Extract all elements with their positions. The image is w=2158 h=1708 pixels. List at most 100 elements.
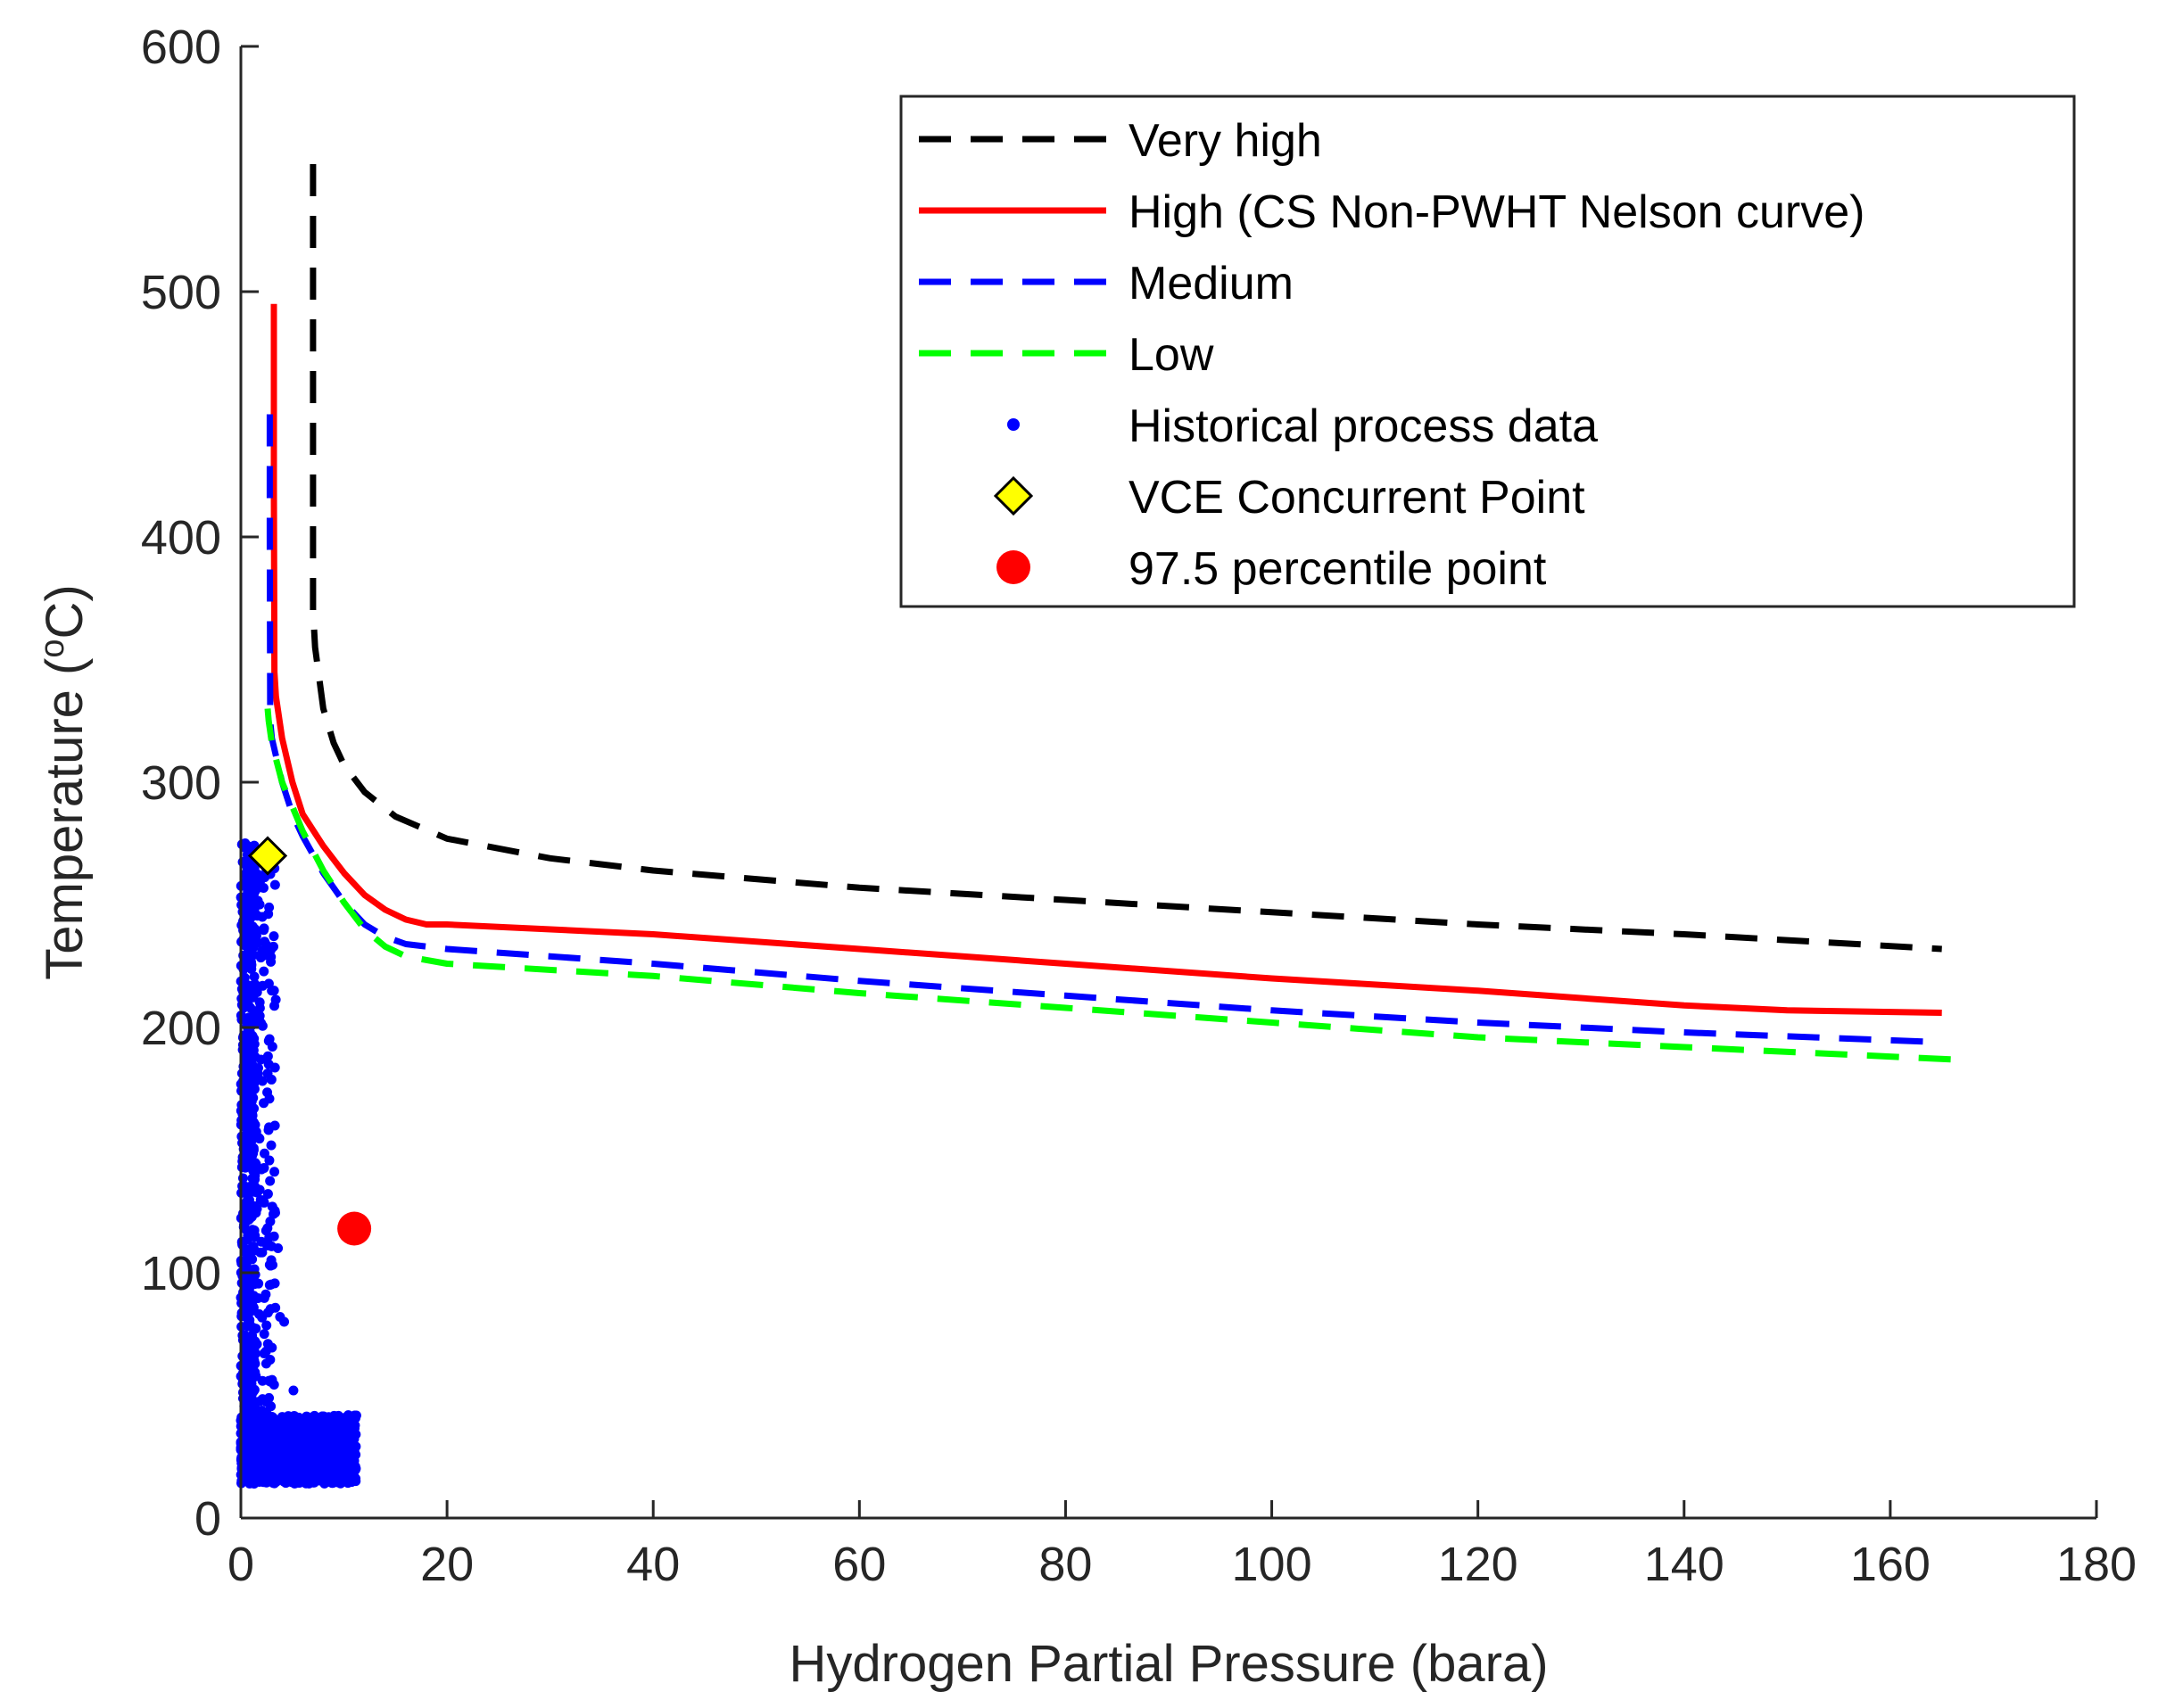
historical-data-point [288, 1385, 299, 1396]
historical-data-point [296, 1435, 307, 1446]
historical-data-point [237, 1450, 248, 1461]
historical-data-point [247, 1151, 258, 1161]
historical-data-point [260, 1440, 271, 1450]
historical-data-point [282, 1468, 293, 1479]
historical-data-point [258, 882, 269, 893]
historical-data-point [250, 1401, 260, 1412]
historical-data-point [250, 1371, 260, 1382]
historical-data-point [237, 1423, 248, 1434]
historical-data-point [250, 1340, 260, 1350]
historical-data-point [241, 1245, 252, 1256]
historical-data-point [241, 1257, 252, 1267]
historical-data-point [253, 1133, 264, 1143]
x-tick-label: 120 [1438, 1538, 1518, 1591]
historical-data-point [336, 1413, 347, 1423]
legend-marker-percentile [996, 550, 1030, 584]
historical-data-point [259, 1148, 269, 1159]
historical-data-point [262, 1189, 273, 1200]
historical-data-point [254, 1003, 265, 1013]
legend-label-percentile: 97.5 percentile point [1129, 543, 1547, 595]
legend-label-low: Low [1129, 329, 1214, 381]
historical-data-point [246, 1437, 257, 1448]
historical-data-point [266, 1401, 277, 1412]
x-axis-label: Hydrogen Partial Pressure (bara) [789, 1635, 1548, 1693]
historical-data-point [347, 1452, 358, 1463]
historical-data-point [299, 1472, 310, 1482]
historical-data-point [282, 1447, 293, 1457]
historical-data-point [343, 1443, 353, 1454]
historical-data-point [237, 1138, 248, 1149]
historical-data-point [241, 1337, 252, 1348]
historical-data-point [274, 1466, 285, 1477]
historical-data-point [303, 1478, 314, 1489]
historical-data-point [314, 1426, 325, 1437]
y-tick-label: 0 [194, 1492, 221, 1546]
historical-data-point [262, 1223, 273, 1234]
x-tick-label: 80 [1038, 1538, 1092, 1591]
y-axis-label-degree: o [34, 639, 71, 658]
historical-data-point [264, 1093, 275, 1104]
historical-data-point [346, 1462, 357, 1473]
historical-data-point [268, 1259, 278, 1270]
historical-data-point [306, 1455, 317, 1465]
historical-data-point [310, 1439, 321, 1449]
historical-data-point [241, 1362, 252, 1373]
historical-data-point [263, 1059, 274, 1069]
x-tick-label: 0 [227, 1538, 254, 1591]
historical-data-point [262, 1241, 273, 1251]
historical-data-point [332, 1431, 343, 1441]
historical-data-point [251, 1324, 261, 1334]
historical-data-point [254, 1184, 265, 1195]
historical-data-point [240, 869, 251, 879]
historical-data-point [339, 1451, 350, 1462]
historical-data-point [268, 1439, 278, 1449]
historical-data-point [249, 1384, 260, 1395]
legend-label-medium: Medium [1129, 258, 1294, 309]
historical-data-point [266, 1074, 277, 1085]
historical-data-point [243, 953, 253, 964]
historical-data-point [246, 1112, 257, 1123]
historical-data-point [259, 1329, 269, 1340]
historical-data-point [249, 971, 260, 982]
historical-data-point [243, 887, 253, 897]
historical-data-point [253, 1278, 264, 1289]
x-tick-label: 60 [832, 1538, 886, 1591]
historical-data-point [250, 978, 260, 989]
historical-data-point [273, 1243, 284, 1253]
very-high-line [310, 164, 1942, 953]
x-ticks: 0 20 40 60 80 100 120 140 160 180 [227, 1500, 2137, 1591]
historical-data-point [269, 1167, 280, 1177]
historical-data-point [270, 1456, 281, 1467]
legend-label-historical: Historical process data [1129, 400, 1598, 452]
y-tick-label: 500 [141, 266, 221, 319]
medium-line [266, 414, 1942, 1045]
historical-data-point [259, 966, 269, 977]
historical-data-point [240, 877, 251, 887]
vce-concurrent-point [247, 836, 288, 876]
x-tick-label: 20 [420, 1538, 474, 1591]
historical-data-point [250, 1174, 260, 1184]
historical-data-point [252, 1203, 262, 1214]
historical-data-point [268, 941, 278, 952]
historical-data-point [269, 1120, 280, 1131]
historical-data-point [269, 1231, 279, 1242]
historical-data-point [295, 1464, 306, 1474]
historical-data-point [269, 879, 280, 890]
historical-data-point [325, 1448, 335, 1458]
historical-data-point [279, 1425, 290, 1436]
x-tick-label: 100 [1232, 1538, 1312, 1591]
historical-data-point [257, 1020, 268, 1031]
historical-data-point [257, 1247, 268, 1258]
historical-data-point [268, 1209, 278, 1219]
historical-data-point [269, 1380, 279, 1390]
historical-data-point [240, 1121, 251, 1132]
historical-data-point [266, 956, 277, 967]
historical-data-point [287, 1456, 298, 1467]
historical-data-point [240, 1097, 251, 1108]
historical-data-point [269, 931, 279, 942]
historical-data-point [265, 1176, 276, 1186]
historical-process-data [236, 838, 361, 1489]
y-tick-label: 400 [141, 511, 221, 565]
historical-data-point [259, 1349, 269, 1359]
historical-data-point [264, 902, 275, 912]
